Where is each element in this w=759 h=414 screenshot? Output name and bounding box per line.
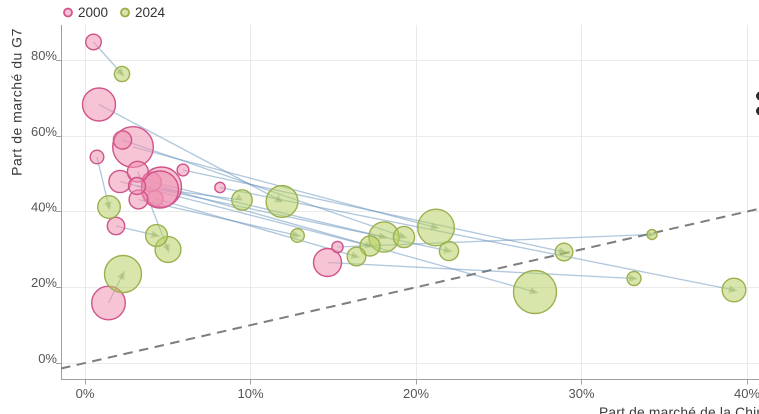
svg-text:60%: 60%: [31, 124, 57, 139]
svg-text:0%: 0%: [76, 386, 95, 401]
svg-text:10%: 10%: [237, 386, 263, 401]
svg-text:80%: 80%: [31, 48, 57, 63]
svg-text:0%: 0%: [38, 351, 57, 366]
svg-text:Part de marché de la Chine: Part de marché de la Chine: [599, 405, 759, 414]
svg-text:40%: 40%: [734, 386, 759, 401]
svg-text:2024: 2024: [135, 5, 166, 20]
svg-text:Part de marché du G7: Part de marché du G7: [9, 28, 25, 176]
svg-text:2000: 2000: [78, 5, 108, 20]
svg-text:20%: 20%: [403, 386, 429, 401]
svg-text:30%: 30%: [568, 386, 594, 401]
svg-text:20%: 20%: [31, 275, 57, 290]
svg-text:40%: 40%: [31, 200, 57, 215]
